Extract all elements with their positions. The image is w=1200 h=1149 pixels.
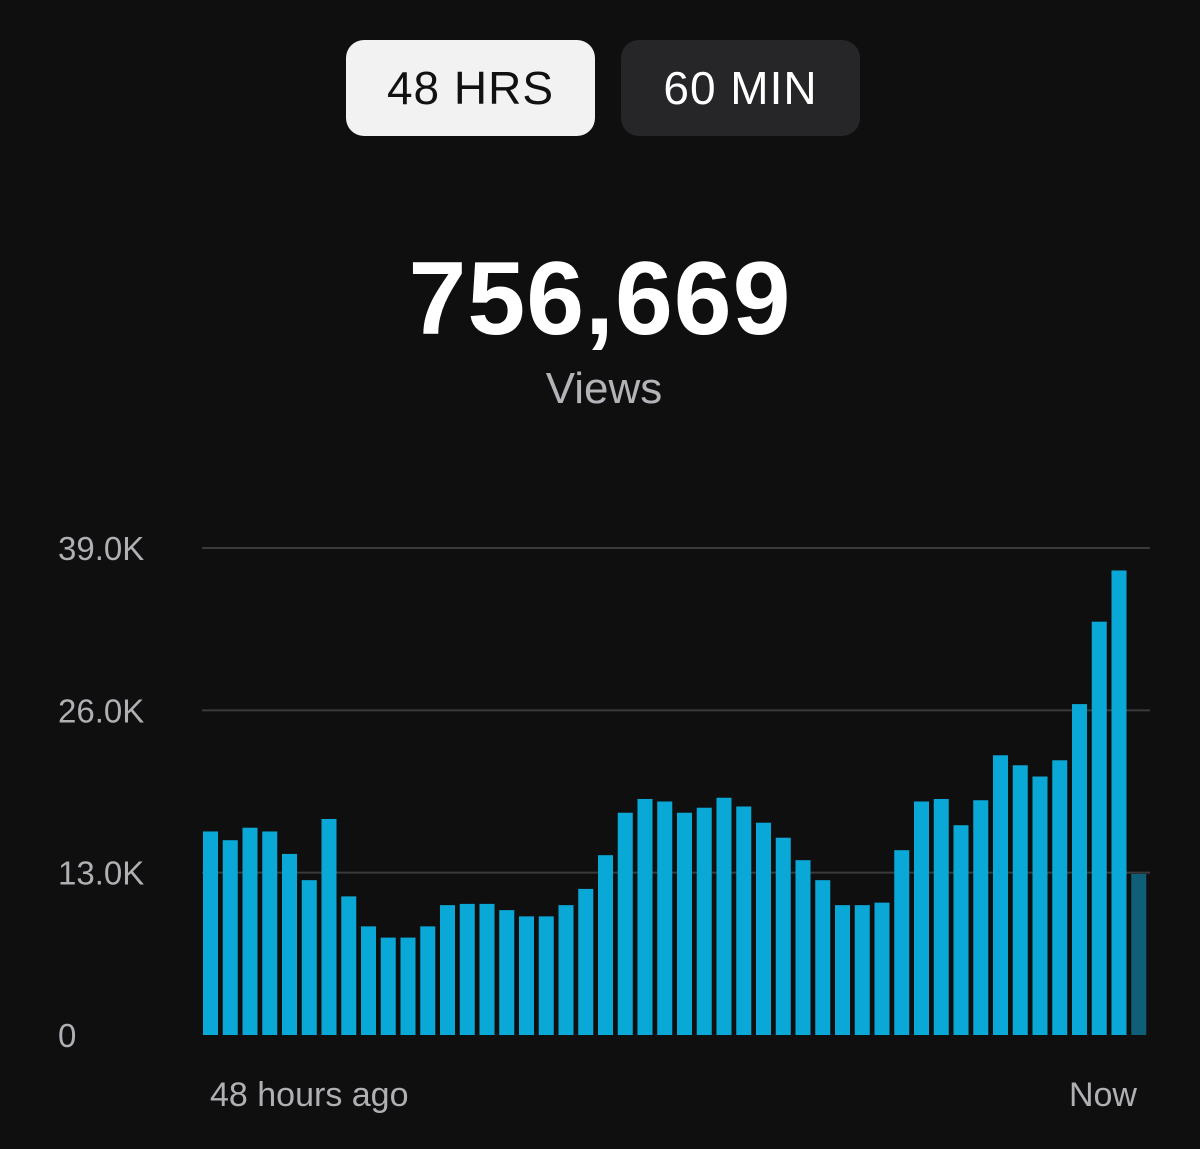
bar-30[interactable] — [795, 860, 811, 1035]
bar-22[interactable] — [637, 798, 653, 1035]
bar-14[interactable] — [479, 903, 495, 1035]
bar-24[interactable] — [677, 812, 693, 1035]
bar-4[interactable] — [282, 853, 298, 1035]
bar-7[interactable] — [341, 896, 357, 1035]
bar-18[interactable] — [558, 905, 574, 1035]
y-tick-label-3: 39.0K — [58, 530, 144, 567]
bar-45[interactable] — [1091, 621, 1107, 1035]
bar-1[interactable] — [222, 840, 238, 1035]
toggle-60-min-button[interactable]: 60 MIN — [621, 40, 860, 136]
bar-35[interactable] — [894, 850, 910, 1035]
bars-layer — [203, 570, 1147, 1035]
toggle-48-hrs-button[interactable]: 48 HRS — [346, 40, 595, 136]
labels-layer: 0 13.0K 26.0K 39.0K 48 hours ago Now — [58, 530, 1137, 1114]
bar-19[interactable] — [578, 888, 594, 1035]
bar-44[interactable] — [1072, 704, 1088, 1035]
bar-27[interactable] — [736, 806, 752, 1035]
bar-12[interactable] — [440, 905, 456, 1035]
bar-32[interactable] — [835, 905, 851, 1035]
bar-21[interactable] — [617, 812, 633, 1035]
bar-34[interactable] — [874, 902, 890, 1035]
bar-2[interactable] — [242, 827, 258, 1035]
y-tick-label-2: 26.0K — [58, 692, 144, 729]
bar-11[interactable] — [420, 926, 436, 1035]
bar-41[interactable] — [1012, 765, 1028, 1035]
time-range-toggle: 48 HRS 60 MIN — [346, 40, 860, 136]
x-start-label: 48 hours ago — [210, 1076, 409, 1114]
bar-15[interactable] — [499, 910, 515, 1035]
bar-26[interactable] — [716, 797, 732, 1035]
bar-8[interactable] — [361, 926, 377, 1035]
bar-38[interactable] — [953, 825, 969, 1035]
bar-28[interactable] — [756, 822, 772, 1035]
bar-10[interactable] — [400, 937, 416, 1035]
bar-42[interactable] — [1032, 776, 1048, 1035]
bar-36[interactable] — [914, 801, 930, 1035]
bar-29[interactable] — [775, 837, 791, 1035]
bar-6[interactable] — [321, 818, 337, 1035]
bar-9[interactable] — [380, 937, 396, 1035]
x-end-label: Now — [1069, 1076, 1137, 1114]
bar-37[interactable] — [933, 798, 949, 1035]
bar-39[interactable] — [973, 800, 989, 1035]
bar-40[interactable] — [993, 755, 1009, 1035]
bar-17[interactable] — [538, 916, 554, 1035]
bar-13[interactable] — [459, 903, 475, 1035]
total-views-value: 756,669 — [408, 241, 792, 357]
bar-25[interactable] — [696, 807, 712, 1035]
bar-23[interactable] — [657, 801, 673, 1035]
y-tick-label-1: 13.0K — [58, 855, 144, 892]
bar-43[interactable] — [1052, 760, 1068, 1035]
bar-0[interactable] — [203, 831, 219, 1035]
bar-3[interactable] — [262, 831, 278, 1035]
bar-20[interactable] — [598, 855, 614, 1035]
bar-16[interactable] — [519, 916, 535, 1035]
grid-layer — [202, 547, 1150, 874]
y-tick-label-0: 0 — [58, 1017, 76, 1054]
bar-5[interactable] — [301, 880, 317, 1035]
bar-31[interactable] — [815, 880, 831, 1035]
bar-46[interactable] — [1111, 570, 1127, 1035]
bar-33[interactable] — [854, 905, 870, 1035]
total-views-label: Views — [545, 364, 663, 413]
bar-47[interactable] — [1131, 873, 1147, 1035]
